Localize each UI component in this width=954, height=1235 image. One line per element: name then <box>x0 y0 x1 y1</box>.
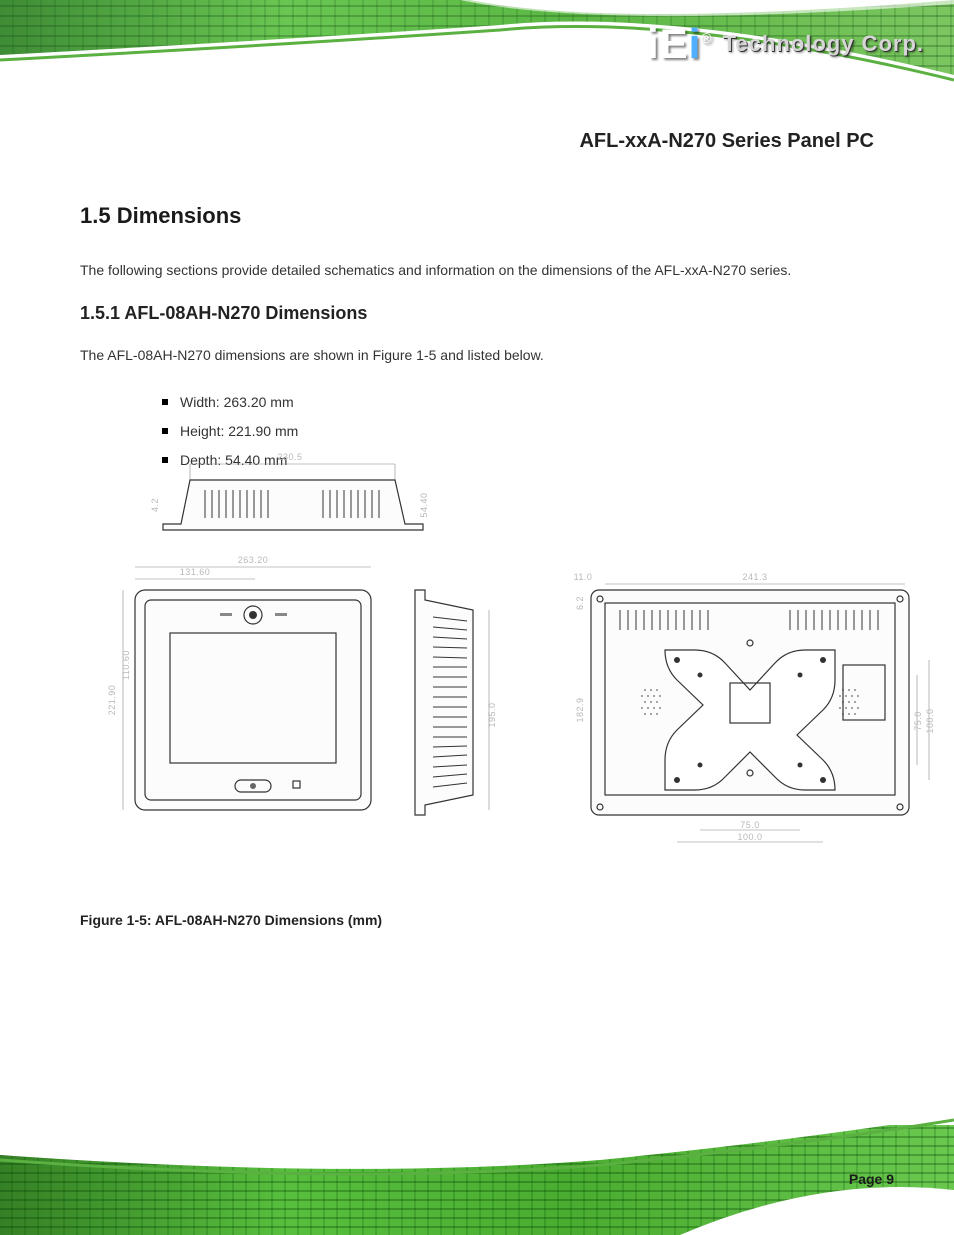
rear-margin-dim: 11.0 <box>574 572 593 582</box>
sub-heading: 1.5.1 AFL-08AH-N270 Dimensions <box>80 303 874 324</box>
product-name: AFL-xxA-N270 Series Panel PC <box>80 130 874 153</box>
vesa-100-v: 100.0 <box>925 708 935 733</box>
logo-area: iEi® Technology Corp. <box>647 20 924 68</box>
top-depth-dim: 54.40 <box>419 492 429 517</box>
page-number: Page 9 <box>849 1171 894 1187</box>
front-halfheight-dim: 110.60 <box>121 650 131 680</box>
front-halfwidth-dim: 131.60 <box>180 567 211 577</box>
diagram-svg: 230.5 54.40 4.2 <box>75 450 935 900</box>
logo-e: E <box>660 20 689 67</box>
figure-caption: Figure 1-5: AFL-08AH-N270 Dimensions (mm… <box>80 912 382 928</box>
vesa-100-h: 100.0 <box>737 832 762 842</box>
intro-paragraph: The following sections provide detailed … <box>80 259 874 283</box>
rear-width-dim: 241.3 <box>742 572 767 582</box>
logo-brand: iEi® <box>647 20 713 68</box>
top-view: 230.5 54.40 4.2 <box>150 452 429 530</box>
logo-tagline: Technology Corp. <box>723 31 924 57</box>
front-view: 263.20 131.60 221.90 110.60 <box>107 555 371 810</box>
bullet-width: Width: 263.20 mm <box>180 388 874 417</box>
side-height-dim: 195.0 <box>487 702 497 727</box>
rear-height-dim: 182.9 <box>575 697 585 722</box>
bullet-height: Height: 221.90 mm <box>180 417 874 446</box>
front-height-dim: 221.90 <box>107 685 117 716</box>
top-width-dim: 230.5 <box>277 452 302 462</box>
logo-dot-icon: i <box>689 20 702 67</box>
side-view: 195.0 <box>415 590 497 815</box>
footer-band <box>0 1125 954 1235</box>
footer-pcb-texture <box>0 1125 954 1235</box>
front-width-dim: 263.20 <box>238 555 269 565</box>
logo-reg-mark: ® <box>701 30 712 46</box>
top-flange-dim: 4.2 <box>150 498 160 512</box>
body-paragraph: The AFL-08AH-N270 dimensions are shown i… <box>80 344 874 368</box>
vesa-75-h: 75.0 <box>740 820 760 830</box>
technical-diagram: 230.5 54.40 4.2 <box>75 450 935 900</box>
rear-view: 11.0 241.3 182.9 6.2 <box>574 572 935 842</box>
header-band: iEi® Technology Corp. <box>0 0 954 105</box>
logo-i1: i <box>647 20 660 67</box>
rear-topmargin-dim: 6.2 <box>575 596 585 610</box>
section-heading: 1.5 Dimensions <box>80 203 874 229</box>
vesa-75-v: 75.0 <box>913 711 923 731</box>
